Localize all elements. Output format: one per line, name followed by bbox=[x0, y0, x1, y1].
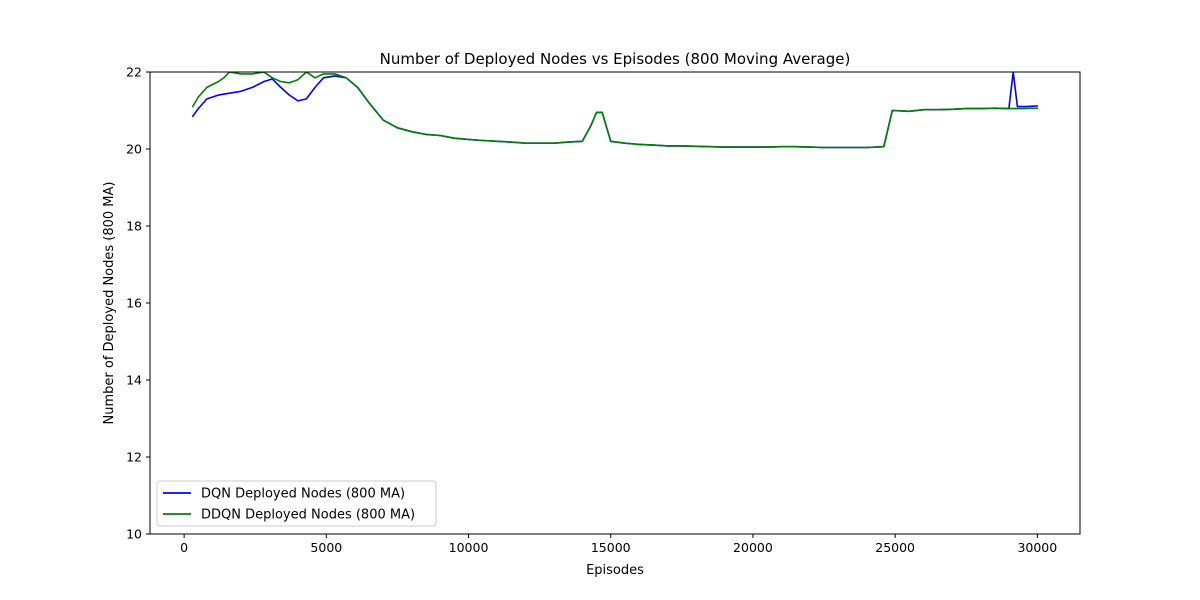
series-layer bbox=[191, 72, 1039, 149]
y-tick-label: 14 bbox=[126, 373, 142, 388]
legend: DQN Deployed Nodes (800 MA) DDQN Deploye… bbox=[156, 480, 437, 527]
y-axis: 10 12 14 16 18 20 22 bbox=[126, 65, 150, 542]
legend-box bbox=[156, 480, 437, 527]
x-tick-label: 5000 bbox=[310, 540, 342, 555]
legend-label-ddqn: DDQN Deployed Nodes (800 MA) bbox=[201, 508, 415, 523]
ddqn-series-line bbox=[191, 72, 1039, 149]
y-tick-label: 12 bbox=[126, 450, 142, 465]
y-tick-label: 18 bbox=[126, 219, 142, 234]
y-tick-label: 20 bbox=[126, 142, 142, 157]
chart-title: Number of Deployed Nodes vs Episodes (80… bbox=[380, 50, 851, 68]
y-tick-label: 10 bbox=[126, 527, 142, 542]
x-tick-label: 0 bbox=[180, 540, 188, 555]
x-tick-label: 10000 bbox=[449, 540, 489, 555]
x-tick-label: 20000 bbox=[733, 540, 773, 555]
x-tick-label: 25000 bbox=[875, 540, 915, 555]
x-axis-label: Episodes bbox=[586, 563, 644, 578]
legend-label-dqn: DQN Deployed Nodes (800 MA) bbox=[201, 487, 405, 502]
y-tick-label: 16 bbox=[126, 296, 142, 311]
x-tick-label: 15000 bbox=[591, 540, 631, 555]
y-tick-label: 22 bbox=[126, 65, 142, 80]
x-tick-label: 30000 bbox=[1017, 540, 1057, 555]
dqn-series-line bbox=[191, 72, 1039, 149]
y-axis-label: Number of Deployed Nodes (800 MA) bbox=[102, 182, 117, 425]
x-axis: 0 5000 10000 15000 20000 25000 30000 bbox=[180, 534, 1057, 555]
